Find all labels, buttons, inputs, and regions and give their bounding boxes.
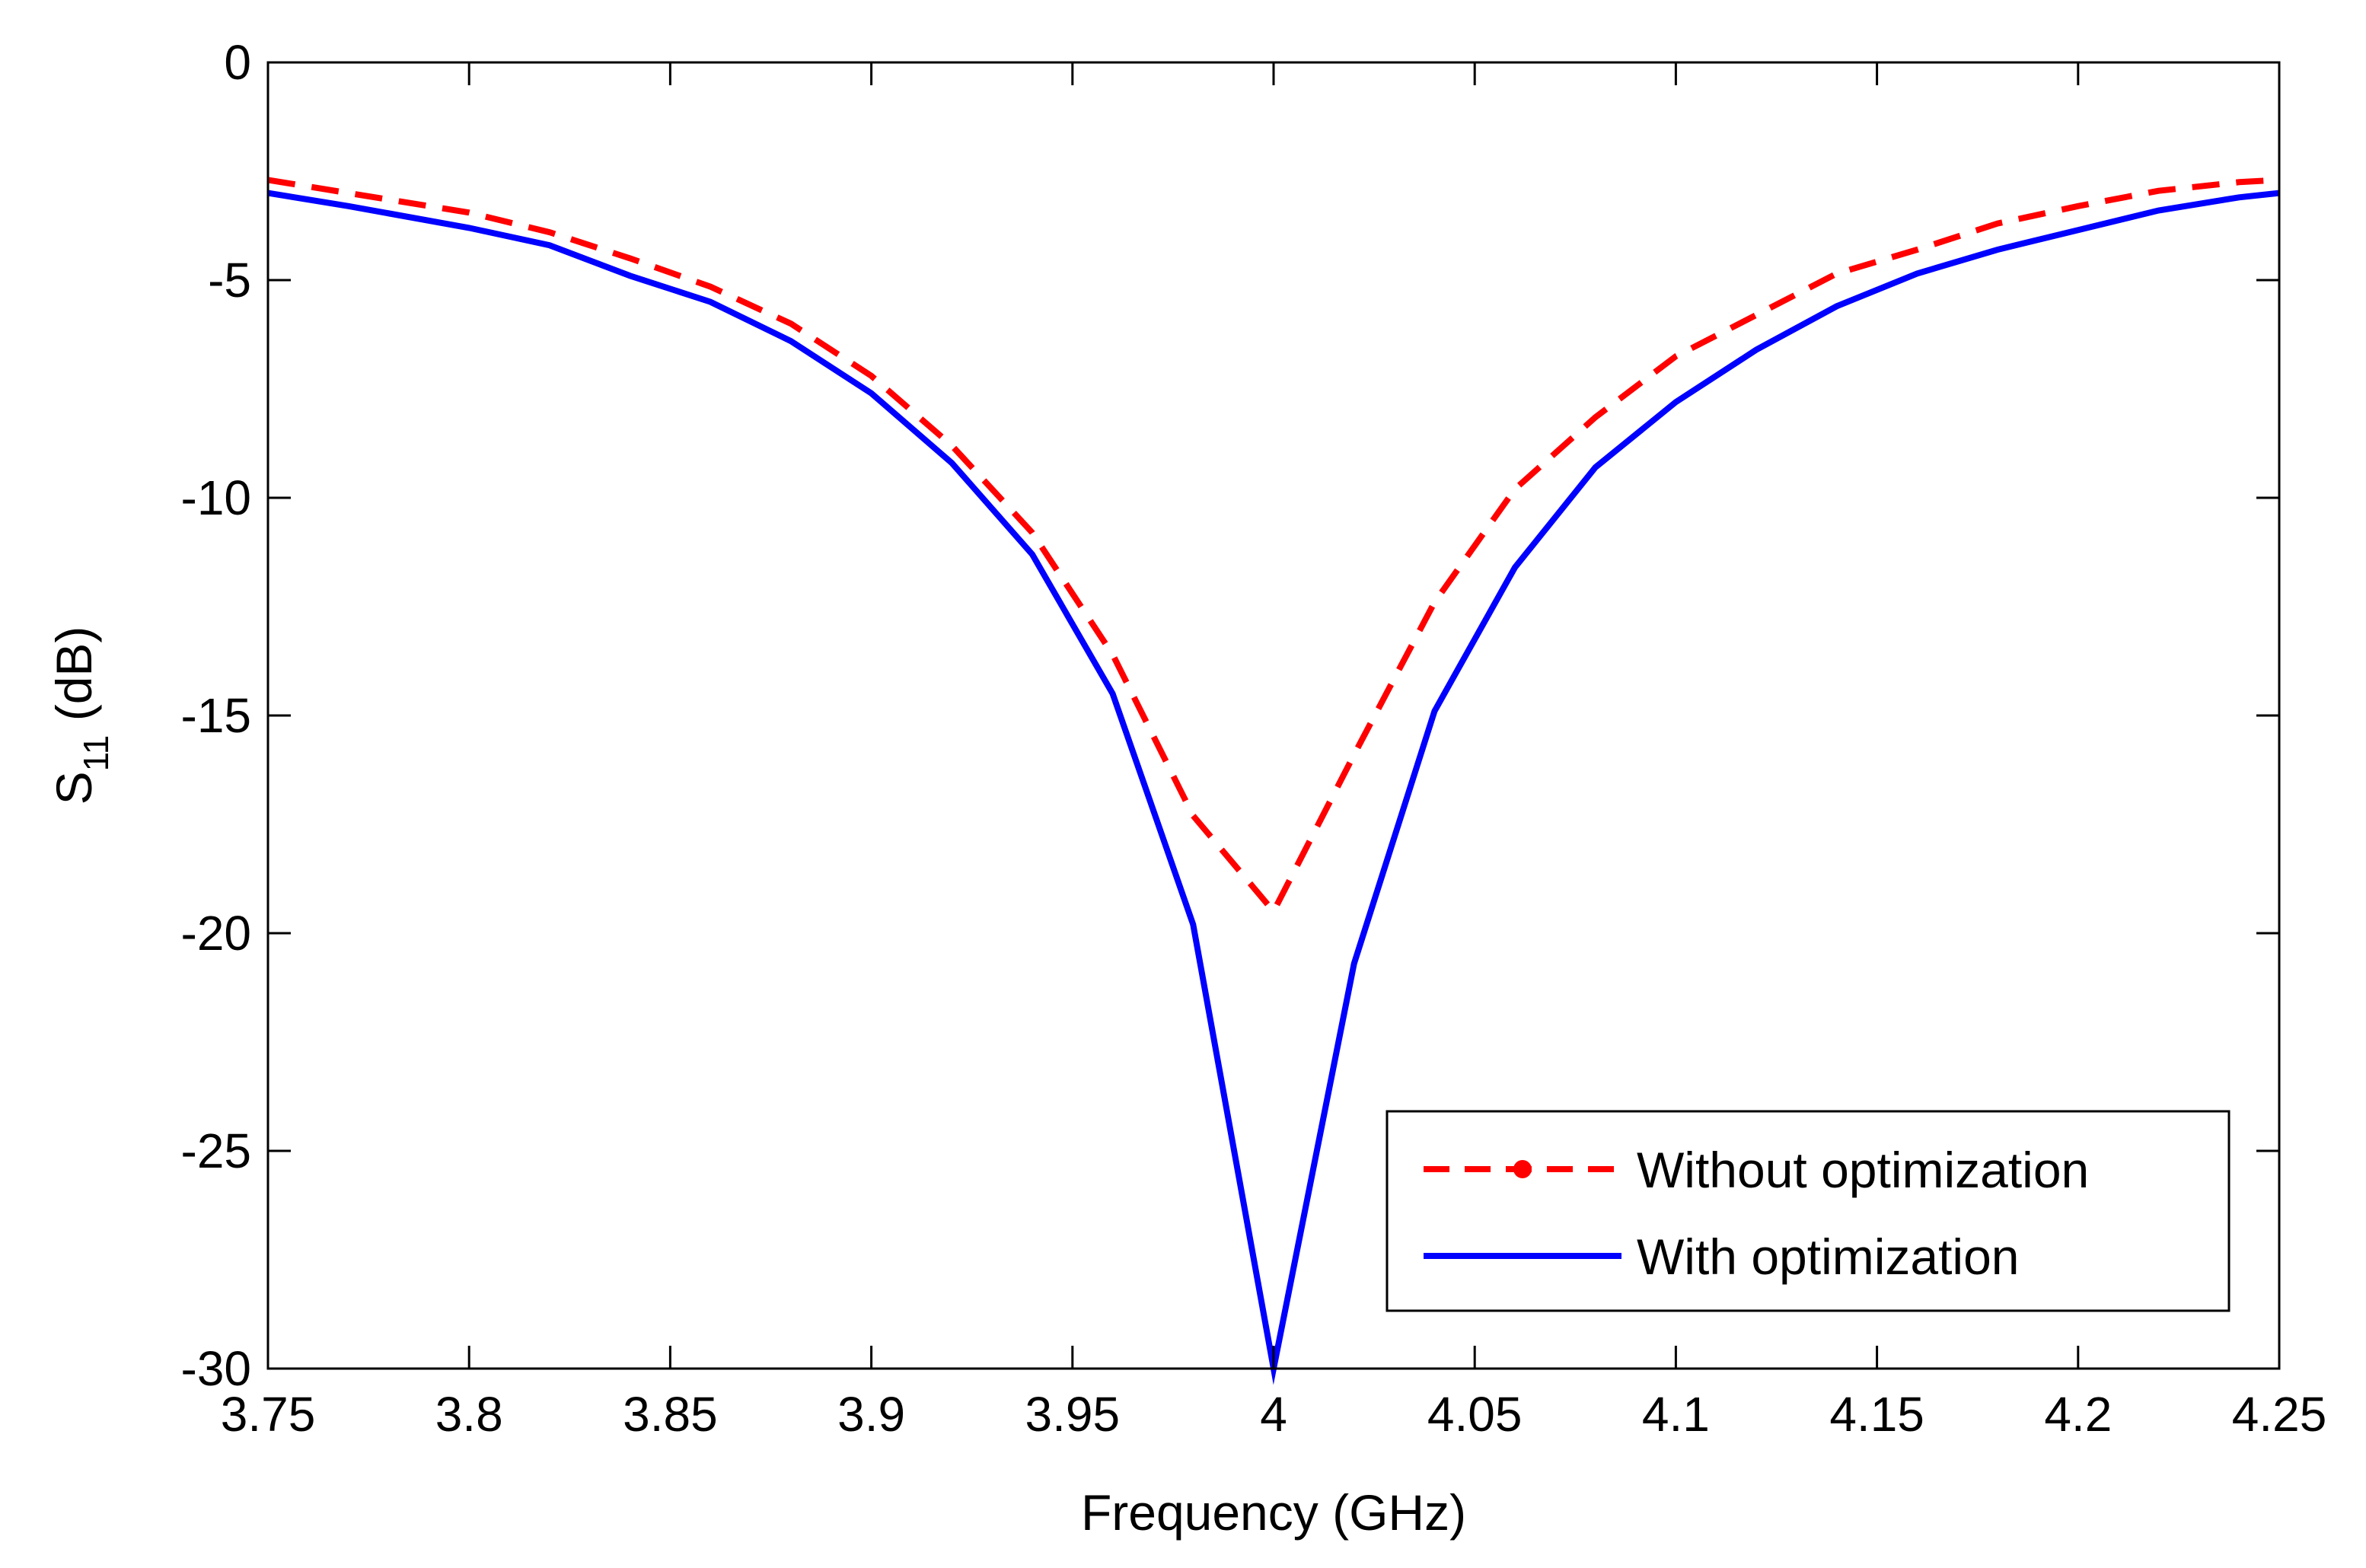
x-tick-label: 3.85 — [623, 1387, 718, 1442]
x-tick-label: 4.1 — [1642, 1387, 1710, 1442]
x-tick-label: 4.2 — [2044, 1387, 2112, 1442]
y-tick-label: 0 — [224, 35, 251, 90]
y-axis-label-subscript: 11 — [76, 735, 116, 772]
x-tick-label: 3.8 — [435, 1387, 503, 1442]
legend: Without optimization With optimization — [1385, 1110, 2230, 1312]
y-axis-label: S11 (dB) — [46, 626, 116, 805]
series-without-optimization — [267, 177, 2280, 917]
series-layer — [267, 177, 2280, 1385]
ticks-layer: 3.75 3.8 3.85 3.9 3.95 4 4.05 4.1 4.15 4.2 4.25 0 -5… — [181, 35, 2327, 1442]
y-tick-label: -30 — [181, 1341, 252, 1396]
series-with-optimization — [267, 190, 2280, 1385]
y-axis-label-unit: (dB) — [46, 626, 102, 735]
x-tick-label: 4.05 — [1427, 1387, 1523, 1442]
x-axis-label: Frequency (GHz) — [1081, 1484, 1466, 1541]
legend-label-without-optimization: Without optimization — [1637, 1142, 2089, 1198]
x-tick-label: 3.9 — [837, 1387, 905, 1442]
y-tick-label: -25 — [181, 1123, 252, 1178]
y-tick-label: -15 — [181, 688, 252, 743]
legend-box — [1385, 1110, 2230, 1312]
x-tick-label: 3.95 — [1025, 1387, 1121, 1442]
x-tick-label: 4 — [1260, 1387, 1287, 1442]
x-tick-label: 4.25 — [2232, 1387, 2327, 1442]
x-tick-label: 4.15 — [1829, 1387, 1924, 1442]
y-axis-label-main: S — [46, 771, 102, 805]
y-tick-label: -5 — [208, 253, 251, 308]
y-tick-label: -20 — [181, 906, 252, 961]
y-tick-label: -10 — [181, 470, 252, 525]
legend-label-with-optimization: With optimization — [1637, 1229, 2020, 1285]
legend-marker-without-optimization — [1513, 1160, 1532, 1178]
x-tick-label: 3.75 — [221, 1387, 316, 1442]
